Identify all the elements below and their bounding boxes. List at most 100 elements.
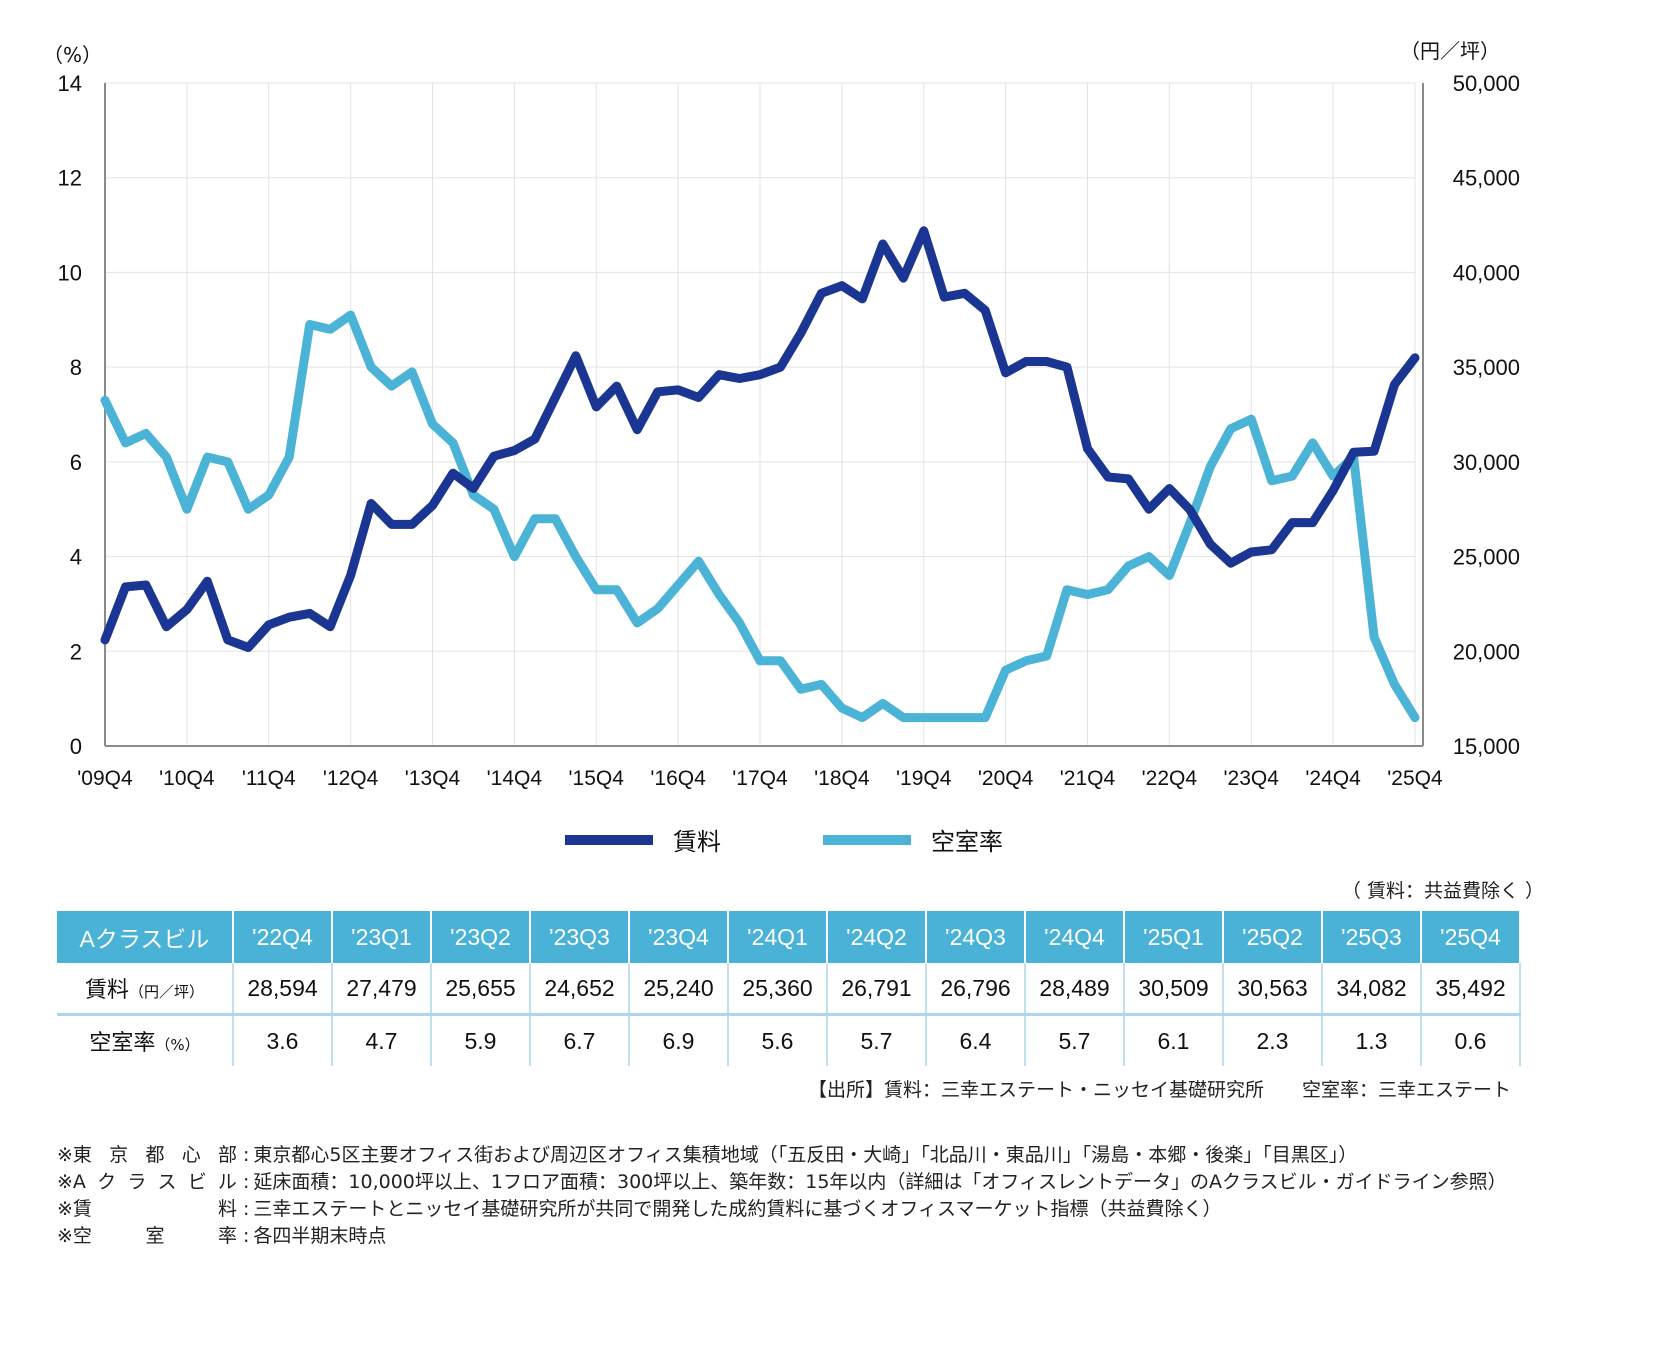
table-cell: 25,655: [431, 963, 531, 1016]
footnote: ※空 室 率: 各四半期末時点: [57, 1223, 1507, 1250]
table-cell: 3.6: [233, 1014, 333, 1066]
footnote-text: 東京都心5区主要オフィス街および周辺区オフィス集積地域（「五反田・大崎」「北品川…: [253, 1144, 1358, 1166]
legend-swatch-rent: [565, 834, 653, 845]
footnote-key-char: ラ: [127, 1171, 147, 1193]
table-column-header: '24Q2: [827, 911, 927, 963]
y-right-unit-label: （円／坪）: [1400, 39, 1500, 63]
series-lines: [100, 226, 1420, 723]
footnote-separator: :: [243, 1144, 250, 1166]
y-left-tick-label: 8: [70, 355, 82, 380]
table-cell: 27,479: [332, 963, 432, 1016]
footnote-key-char: 都: [145, 1144, 165, 1166]
row-label-rent: 賃料（円／坪）: [57, 963, 234, 1016]
y-right-tick-label: 20,000: [1453, 639, 1520, 664]
footnote-key-char: ク: [97, 1171, 117, 1193]
x-tick-label: '11Q4: [242, 767, 296, 790]
table-cell: 6.7: [530, 1014, 630, 1066]
footnote-key-char: ス: [157, 1171, 177, 1193]
table-column-header: '25Q3: [1322, 911, 1422, 963]
table-cell: 26,796: [926, 963, 1026, 1016]
legend: 賃料 空室率: [0, 822, 1666, 862]
x-tick-label: '25Q4: [1387, 767, 1443, 790]
legend-item-vacancy: 空室率: [823, 822, 1003, 857]
rent-vacancy-chart: 0 15,000 2 20,000 4 25,000 6 30,000 8 35,000 10 40,…: [43, 39, 1520, 790]
table-cell: 30,509: [1124, 963, 1224, 1016]
y-left-tick-label: 6: [70, 450, 82, 475]
footnote-key: ※A クラスビル: [57, 1169, 237, 1196]
legend-item-rent: 賃料: [565, 822, 721, 857]
y-right-tick-label: 50,000: [1453, 71, 1520, 96]
x-tick-label: '13Q4: [405, 767, 461, 790]
row-label-rent-text: 賃料: [84, 978, 129, 1003]
table-column-header: '24Q1: [728, 911, 828, 963]
y-right-tick-label: 15,000: [1453, 734, 1520, 759]
y-right-tick-label: 40,000: [1453, 260, 1520, 285]
legend-label-rent: 賃料: [673, 828, 721, 856]
y-left-unit-label: （%）: [43, 43, 102, 67]
y-left-tick-label: 4: [70, 545, 82, 570]
footnote-key-char: 部: [217, 1144, 237, 1166]
table-column-header: '24Q4: [1025, 911, 1125, 963]
table-header-row: Aクラスビル '22Q4'23Q1'23Q2'23Q3'23Q4'24Q1'24…: [57, 911, 1521, 963]
footnote-separator: :: [243, 1225, 250, 1247]
row-label-rent-unit: （円／坪）: [129, 983, 205, 1001]
table-cell: 25,360: [728, 963, 828, 1016]
footnote-key-char: ※空: [57, 1225, 92, 1247]
footnote-key: ※空 室 率: [57, 1223, 237, 1250]
table-column-header: '25Q2: [1223, 911, 1323, 963]
footnotes: ※東京都心部: 東京都心5区主要オフィス街および周辺区オフィス集積地域（「五反田・…: [57, 1142, 1507, 1250]
x-tick-label: '15Q4: [569, 767, 625, 790]
table-cell: 5.7: [827, 1014, 927, 1066]
footnote-key-char: 室: [145, 1225, 165, 1247]
footnote-text: 各四半期末時点: [253, 1225, 387, 1247]
table-cell: 28,594: [233, 963, 333, 1016]
footnote-key-char: ※A: [57, 1171, 86, 1193]
footnote-key-char: 料: [217, 1198, 237, 1220]
axis-labels: 0 15,000 2 20,000 4 25,000 6 30,000 8 35,000 10 40,…: [43, 39, 1520, 790]
y-left-tick-label: 14: [58, 71, 82, 96]
y-right-tick-label: 30,000: [1453, 450, 1520, 475]
footnote-key-char: ※東: [57, 1144, 92, 1166]
x-tick-label: '19Q4: [896, 767, 952, 790]
footnote: ※A クラスビル: 延床面積：10,000坪以上、1フロア面積：300坪以上、築年数…: [57, 1169, 1507, 1196]
x-tick-label: '20Q4: [978, 767, 1034, 790]
x-tick-label: '23Q4: [1224, 767, 1280, 790]
table-column-header: '25Q1: [1124, 911, 1224, 963]
table-cell: 5.6: [728, 1014, 828, 1066]
table-cell: 4.7: [332, 1014, 432, 1066]
x-tick-label: '12Q4: [323, 767, 379, 790]
table-cell: 5.7: [1025, 1014, 1125, 1066]
y-right-tick-label: 45,000: [1453, 166, 1520, 191]
axes: [104, 83, 1424, 747]
footnote: ※賃 料: 三幸エステートとニッセイ基礎研究所が共同で開発した成約賃料に基づくオフィ…: [57, 1196, 1507, 1223]
row-label-vacancy-text: 空室率: [89, 1031, 156, 1056]
y-left-tick-label: 0: [70, 734, 82, 759]
table-column-header: '25Q4: [1421, 911, 1521, 963]
footnote-key-char: ※賃: [57, 1198, 92, 1220]
y-left-tick-label: 12: [58, 166, 82, 191]
y-left-tick-label: 2: [70, 639, 82, 664]
table-cell: 34,082: [1322, 963, 1422, 1016]
source-note: 【出所】賃料：三幸エステート・ニッセイ基礎研究所 空室率：三幸エステート: [807, 1079, 1511, 1101]
y-right-tick-label: 35,000: [1453, 355, 1520, 380]
table-cell: 6.9: [629, 1014, 729, 1066]
y-right-tick-label: 25,000: [1453, 545, 1520, 570]
legend-label-vacancy: 空室率: [931, 828, 1003, 856]
table-cell: 24,652: [530, 963, 630, 1016]
footnote-key-char: ビ: [187, 1171, 207, 1193]
summary-table: Aクラスビル '22Q4'23Q1'23Q2'23Q3'23Q4'24Q1'24…: [57, 911, 1521, 1066]
grid-lines: [105, 82, 1416, 746]
footnote-key-char: 率: [217, 1225, 237, 1247]
table-column-header: '23Q4: [629, 911, 729, 963]
table-cell: 30,563: [1223, 963, 1323, 1016]
footnote-text: 三幸エステートとニッセイ基礎研究所が共同で開発した成約賃料に基づくオフィスマーケ…: [253, 1198, 1222, 1220]
table-row-vacancy: 空室率（%） 3.6 4.7 5.9 6.7 6.9 5.6 5.7 6.4 5.7 6.1 2.3…: [57, 1014, 1521, 1066]
footnote-separator: :: [243, 1198, 250, 1220]
table-cell: 2.3: [1223, 1014, 1323, 1066]
table-cell: 6.4: [926, 1014, 1026, 1066]
table-row-rent: 賃料（円／坪） 28,594 27,479 25,655 24,652 25,240 25…: [57, 963, 1521, 1016]
legend-swatch-vacancy: [823, 834, 911, 845]
footnote-key: ※賃 料: [57, 1196, 237, 1223]
table-cell: 6.1: [1124, 1014, 1224, 1066]
x-tick-label: '17Q4: [732, 767, 788, 790]
